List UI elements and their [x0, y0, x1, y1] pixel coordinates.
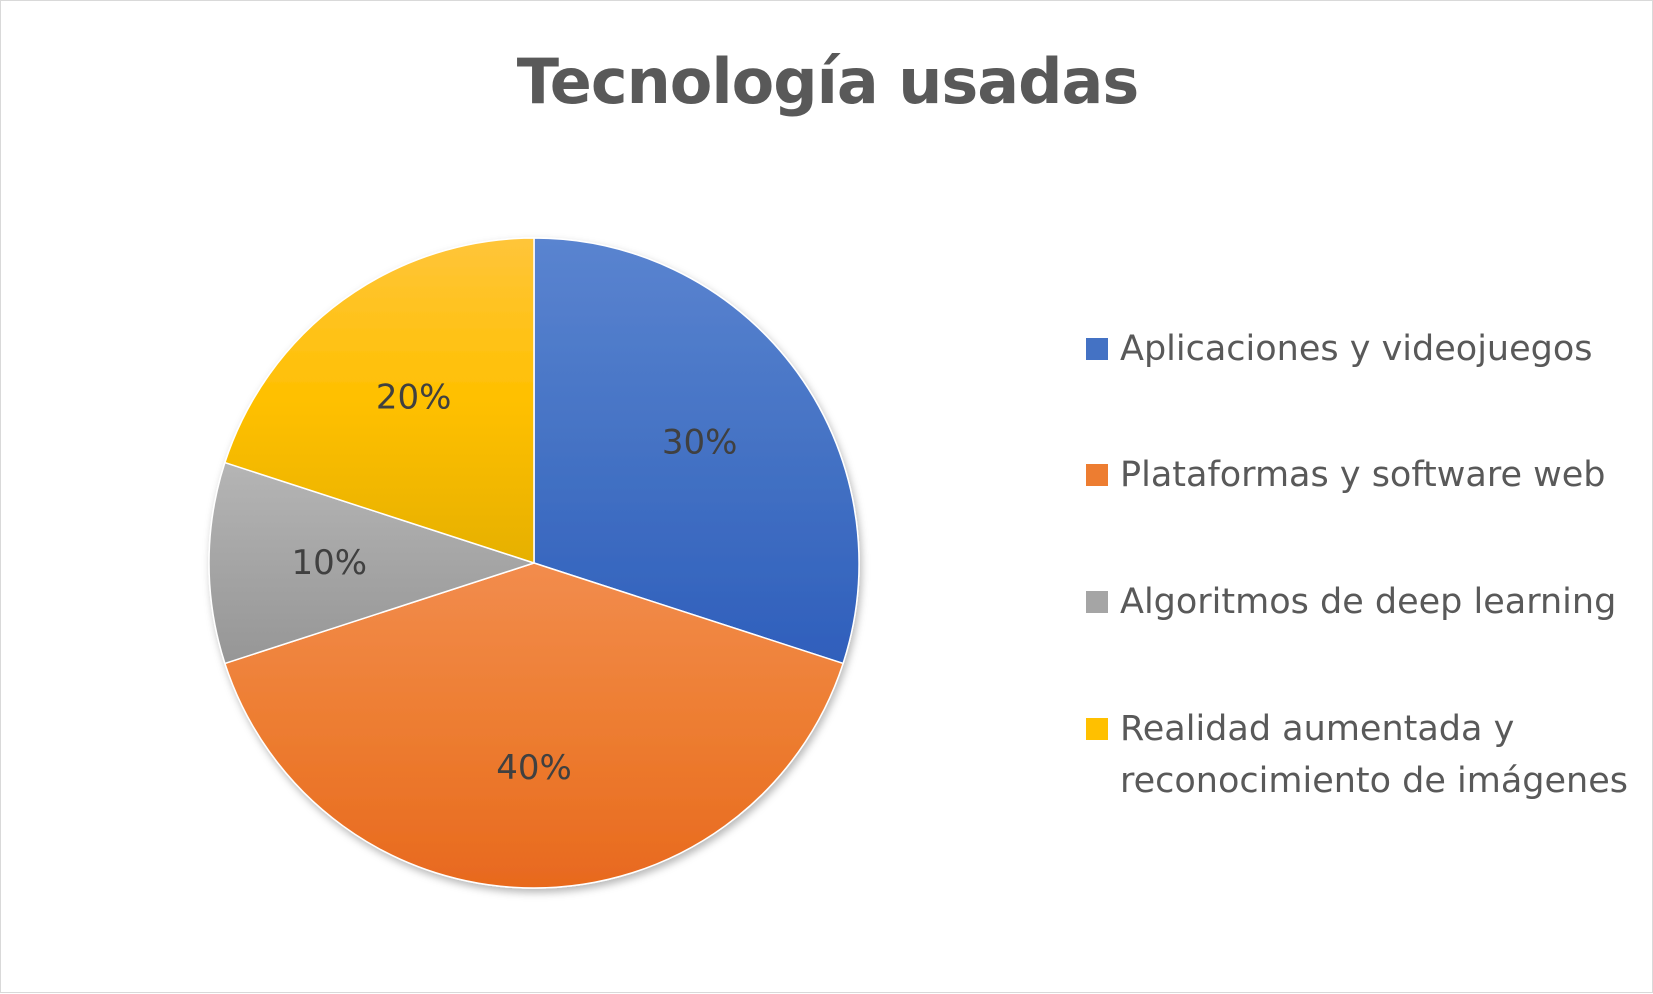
legend-label: Algoritmos de deep learning: [1120, 576, 1640, 628]
chart-title: Tecnología usadas: [516, 45, 1140, 118]
legend-label-line: reconocimiento de imágenes: [1120, 761, 1629, 801]
legend-swatch: [1086, 338, 1108, 360]
legend-label: Aplicaciones y videojuegos: [1120, 323, 1640, 375]
legend-label-line: Algoritmos de deep learning: [1120, 582, 1617, 622]
pie-slice: [224, 562, 844, 889]
data-label: 20%: [376, 377, 452, 417]
pie-slice: [224, 237, 535, 564]
pie-slice: [208, 461, 535, 665]
legend-swatch: [1086, 718, 1108, 740]
legend-label: Realidad aumentada y reconocimiento de im…: [1120, 703, 1640, 807]
legend-label-line: Realidad aumentada y: [1120, 709, 1515, 749]
data-label: 10%: [291, 543, 367, 583]
data-label: 40%: [496, 748, 572, 788]
pie-slice: [533, 237, 860, 665]
data-label: 30%: [662, 423, 738, 463]
legend-label-line: Plataformas y software web: [1120, 455, 1606, 495]
legend-label-line: Aplicaciones y videojuegos: [1120, 329, 1593, 369]
legend-swatch: [1086, 464, 1108, 486]
legend-label: Plataformas y software web: [1120, 449, 1640, 501]
legend-swatch: [1086, 591, 1108, 613]
